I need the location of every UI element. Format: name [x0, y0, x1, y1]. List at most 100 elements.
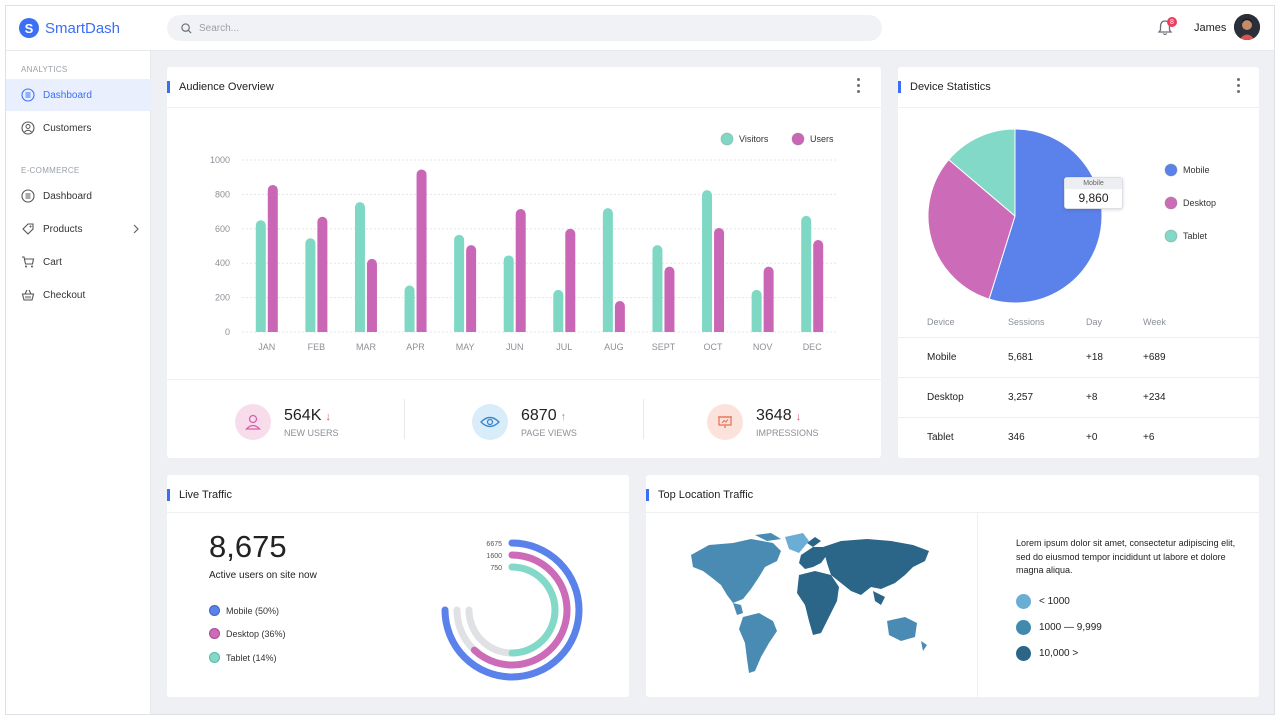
sidebar-item-label: Products: [43, 223, 83, 235]
bar-visitors-base: [404, 327, 415, 332]
search-input[interactable]: [199, 22, 799, 34]
bar-visitors: [255, 220, 266, 332]
chevron-right-icon[interactable]: [132, 224, 140, 234]
sidebar-item-customers[interactable]: Customers: [6, 112, 151, 144]
legend-label: Tablet: [226, 652, 251, 663]
audience-bar-chart: 0 200 400 600 800 1000 JAN FEB MAR APR MAY JUN JUL AU…: [210, 132, 837, 352]
bar-users: [416, 169, 427, 332]
legend-item-desktop: Desktop (36%): [209, 628, 286, 639]
divider: [167, 379, 881, 380]
sidebar-item-dashboard[interactable]: Dashboard: [6, 79, 151, 111]
user-name[interactable]: James: [1194, 22, 1227, 34]
bar-visitors: [553, 289, 564, 332]
map-south-america[interactable]: [739, 613, 777, 673]
ring-label: 6675: [486, 541, 502, 548]
sidebar-item-label: Dashboard: [43, 190, 92, 202]
more-options-icon[interactable]: [857, 78, 861, 94]
bar-visitors-base: [652, 327, 663, 332]
more-options-icon[interactable]: [1237, 78, 1241, 94]
sidebar-item-products[interactable]: Products: [6, 213, 151, 245]
bar-visitors-base: [702, 327, 713, 332]
map-greenland[interactable]: [785, 533, 809, 553]
avatar[interactable]: [1234, 14, 1260, 40]
table-row: Mobile 5,681 +18 +689: [898, 336, 1259, 377]
search-icon: [181, 22, 192, 34]
column-header: Sessions: [1008, 316, 1045, 327]
stat-page-views: 6870 ↑ PAGE VIEWS: [472, 397, 577, 447]
bar-visitors-base: [553, 327, 564, 332]
bar-visitors: [751, 289, 762, 332]
legend-label: Mobile: [1183, 165, 1210, 175]
audience-overview-card: Audience Overview 0 200 400 600 800 1000 JAN FE…: [167, 67, 881, 458]
bar-visitors: [652, 245, 663, 332]
bar-users-base: [416, 327, 427, 332]
search-bar[interactable]: [167, 15, 882, 41]
x-tick-label: DEC: [803, 342, 823, 352]
legend-dot: [720, 132, 734, 146]
divider: [646, 512, 1259, 513]
bar-users-base: [466, 327, 477, 332]
list-icon: [21, 189, 35, 203]
x-tick-label: MAY: [456, 342, 475, 352]
legend-pct: (14%): [252, 652, 277, 663]
bar-users: [565, 228, 576, 332]
sidebar-item-ecommerce-dashboard[interactable]: Dashboard: [6, 180, 151, 212]
bar-visitors-base: [305, 327, 316, 332]
x-tick-label: JUN: [506, 342, 524, 352]
legend-label: Tablet: [1183, 231, 1208, 241]
y-tick-label: 200: [215, 293, 230, 303]
sidebar-item-cart[interactable]: Cart: [6, 246, 151, 278]
column-header: Day: [1086, 316, 1103, 327]
bar-users: [267, 184, 278, 332]
stat-label: PAGE VIEWS: [521, 427, 577, 438]
x-tick-label: FEB: [308, 342, 326, 352]
sidebar: ANALYTICS Dashboard Customers E-COMMERCE…: [6, 51, 151, 714]
y-tick-label: 0: [225, 327, 230, 337]
sidebar-section-analytics: ANALYTICS: [21, 65, 68, 74]
bar-users: [515, 209, 526, 332]
trend-down-icon: ↓: [795, 410, 802, 423]
table-cell: +234: [1143, 376, 1259, 417]
map-africa[interactable]: [797, 571, 839, 635]
stat-value: 6870: [521, 406, 557, 424]
user-icon: [235, 404, 271, 440]
card-title: Top Location Traffic: [646, 489, 753, 501]
bar-visitors: [404, 285, 415, 332]
bar-visitors: [305, 238, 316, 332]
table-header-row: Device Sessions Day Week: [898, 307, 1259, 337]
trend-up-icon: ↑: [560, 410, 567, 423]
logo[interactable]: S SmartDash: [19, 18, 120, 38]
notification-badge: 8: [1167, 17, 1177, 27]
sidebar-item-label: Dashboard: [43, 89, 92, 101]
pie-slice-desktop: [927, 158, 1016, 300]
logo-icon: S: [19, 18, 39, 38]
legend-dot: [791, 132, 805, 146]
x-tick-label: SEPT: [652, 342, 676, 352]
pie-slice-tablet: [948, 128, 1016, 218]
map-oceania[interactable]: [887, 617, 927, 651]
stat-value: 564K: [284, 406, 322, 424]
legend-item-tablet: Tablet (14%): [209, 652, 277, 663]
pie-tooltip: Mobile 9,860: [1064, 177, 1123, 209]
sidebar-item-label: Checkout: [43, 289, 86, 301]
bar-visitors: [602, 208, 613, 332]
map-europe[interactable]: [799, 537, 827, 569]
legend-dot: [1164, 196, 1178, 210]
trend-down-icon: ↓: [325, 410, 331, 423]
table-cell: Mobile: [898, 336, 1008, 377]
basket-icon: [21, 289, 35, 301]
pie-slice-mobile: [988, 128, 1103, 304]
stat-label: NEW USERS: [284, 427, 339, 438]
tag-icon: [22, 223, 34, 235]
sidebar-item-checkout[interactable]: Checkout: [6, 279, 151, 311]
sidebar-item-label: Cart: [43, 256, 62, 268]
map-north-america[interactable]: [691, 533, 781, 615]
sidebar-item-label: Customers: [43, 122, 92, 134]
bar-users-base: [763, 327, 774, 332]
divider: [167, 107, 881, 108]
map-asia[interactable]: [823, 539, 929, 605]
bar-users: [763, 266, 774, 332]
bar-users: [813, 239, 824, 332]
device-pie-chart: Mobile Desktop Tablet: [927, 128, 1216, 304]
live-subtitle: Active users on site now: [209, 570, 317, 581]
